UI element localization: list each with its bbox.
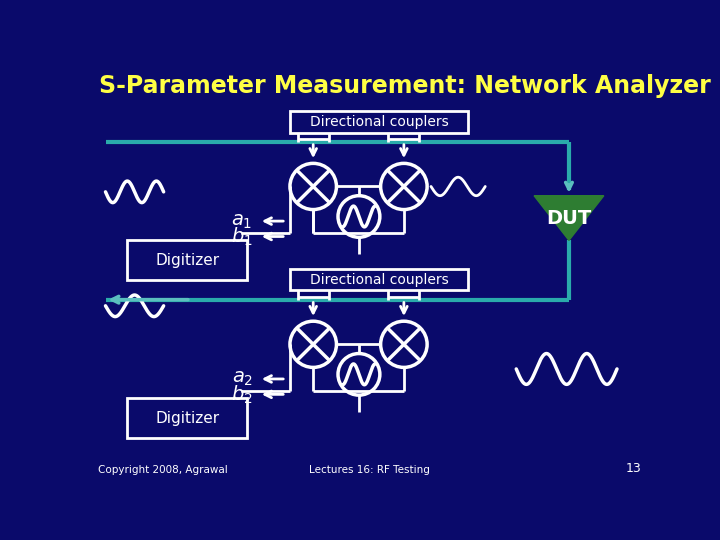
Bar: [127, 398, 248, 438]
Text: $a_1$: $a_1$: [231, 212, 253, 231]
Text: Copyright 2008, Agrawal: Copyright 2008, Agrawal: [98, 465, 228, 475]
Text: Directional couplers: Directional couplers: [310, 273, 449, 287]
Text: Directional couplers: Directional couplers: [310, 115, 449, 129]
Text: Digitizer: Digitizer: [156, 253, 220, 268]
Text: $b_2$: $b_2$: [231, 383, 253, 406]
Bar: [290, 111, 468, 132]
Bar: [127, 240, 248, 280]
Text: S-Parameter Measurement: Network Analyzer: S-Parameter Measurement: Network Analyze…: [99, 75, 711, 98]
Polygon shape: [534, 195, 604, 240]
Text: Lectures 16: RF Testing: Lectures 16: RF Testing: [309, 465, 429, 475]
Text: 13: 13: [626, 462, 642, 475]
Text: Digitizer: Digitizer: [156, 411, 220, 426]
Text: $a_2$: $a_2$: [232, 369, 253, 388]
Text: $b_1$: $b_1$: [231, 225, 253, 248]
Bar: [290, 269, 468, 291]
Text: DUT: DUT: [546, 208, 592, 227]
